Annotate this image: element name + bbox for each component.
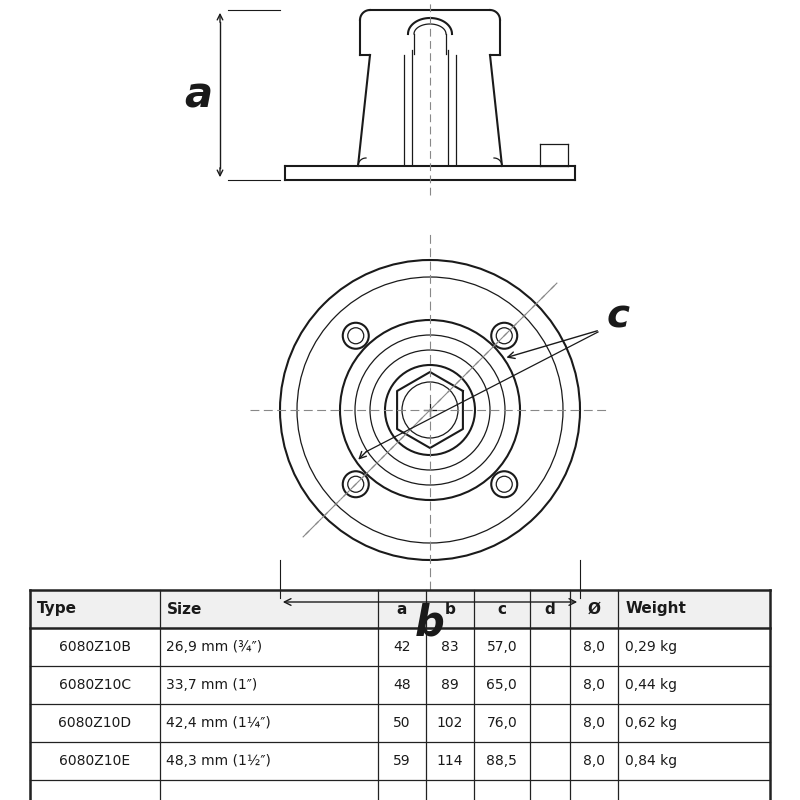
Text: 57,0: 57,0 <box>486 640 517 654</box>
Text: b: b <box>415 603 445 645</box>
Text: 48: 48 <box>393 678 410 692</box>
Text: 0,84 kg: 0,84 kg <box>626 754 678 768</box>
Text: 33,7 mm (1″): 33,7 mm (1″) <box>166 678 258 692</box>
Text: 6080Z10C: 6080Z10C <box>58 678 131 692</box>
Text: c: c <box>607 298 630 336</box>
Text: 102: 102 <box>437 716 463 730</box>
Text: 48,3 mm (1½″): 48,3 mm (1½″) <box>166 754 271 768</box>
Text: Type: Type <box>37 602 77 617</box>
Text: 114: 114 <box>437 754 463 768</box>
Text: Size: Size <box>166 602 202 617</box>
Text: 88,5: 88,5 <box>486 754 517 768</box>
Text: d: d <box>545 602 555 617</box>
Text: 26,9 mm (¾″): 26,9 mm (¾″) <box>166 640 262 654</box>
Text: 0,44 kg: 0,44 kg <box>626 678 678 692</box>
Text: c: c <box>498 602 506 617</box>
Text: 42: 42 <box>393 640 410 654</box>
Text: 50: 50 <box>393 716 410 730</box>
Text: 6080Z10D: 6080Z10D <box>58 716 131 730</box>
Text: Weight: Weight <box>626 602 686 617</box>
Text: b: b <box>445 602 455 617</box>
Bar <box>30 590 770 628</box>
Text: 59: 59 <box>393 754 410 768</box>
Text: 8,0: 8,0 <box>583 716 606 730</box>
Text: Ø: Ø <box>588 602 601 617</box>
Text: a: a <box>397 602 407 617</box>
Text: 6080Z10E: 6080Z10E <box>59 754 130 768</box>
Text: 6080Z10B: 6080Z10B <box>58 640 130 654</box>
Text: 0,29 kg: 0,29 kg <box>626 640 678 654</box>
Text: 76,0: 76,0 <box>486 716 517 730</box>
Text: 8,0: 8,0 <box>583 678 606 692</box>
Text: 8,0: 8,0 <box>583 640 606 654</box>
Text: 89: 89 <box>441 678 459 692</box>
Text: a: a <box>184 74 212 116</box>
Text: 42,4 mm (1¼″): 42,4 mm (1¼″) <box>166 716 271 730</box>
Text: 65,0: 65,0 <box>486 678 517 692</box>
Text: 8,0: 8,0 <box>583 754 606 768</box>
Text: 0,62 kg: 0,62 kg <box>626 716 678 730</box>
Text: 83: 83 <box>441 640 458 654</box>
